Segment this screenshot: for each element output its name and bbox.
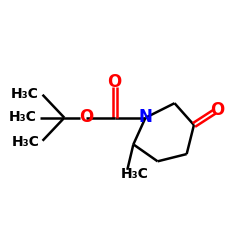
Text: H₃C: H₃C xyxy=(11,86,39,101)
Text: H₃C: H₃C xyxy=(12,135,40,149)
Text: H₃C: H₃C xyxy=(8,110,36,124)
Text: O: O xyxy=(210,101,224,119)
Text: O: O xyxy=(79,108,93,126)
Text: N: N xyxy=(138,108,152,126)
Text: O: O xyxy=(107,73,121,91)
Text: H₃C: H₃C xyxy=(121,167,148,181)
